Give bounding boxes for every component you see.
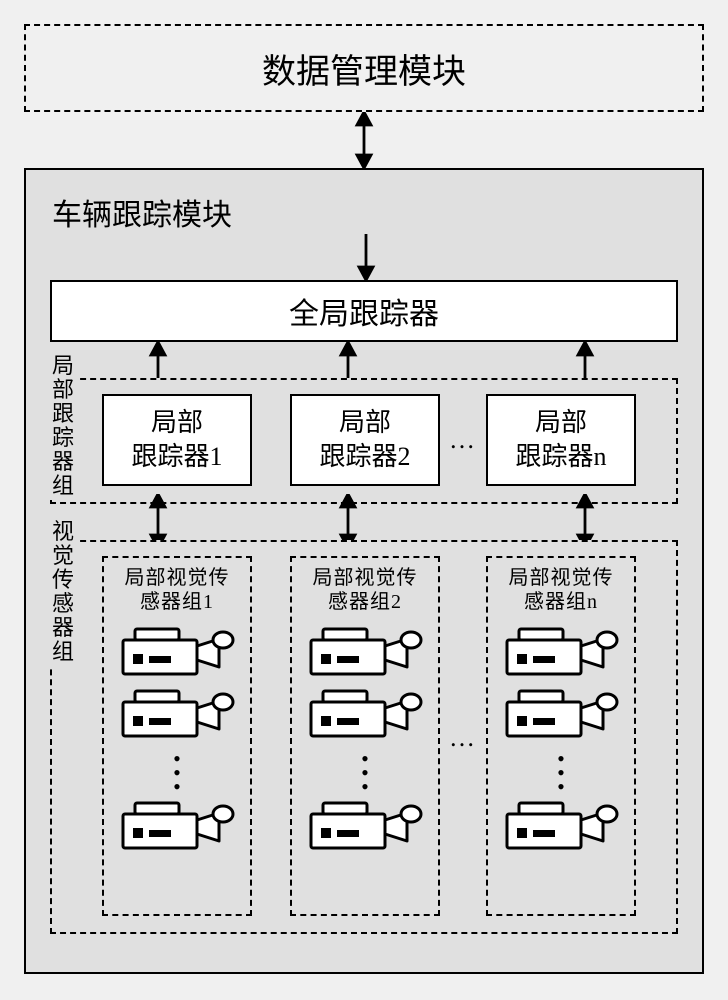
ellipsis-v: ••• — [361, 750, 369, 792]
vehicle-tracking-module: 车辆跟踪模块 全局跟踪器 — [24, 168, 704, 974]
global-tracker-box: 全局跟踪器 — [50, 280, 678, 342]
arrow-title-to-global — [44, 234, 688, 280]
sensor-col-1-title-l1: 局部视觉传 — [125, 567, 230, 589]
sensor-col-1: 局部视觉传 感器组1 — [102, 556, 252, 916]
ellipsis-v: ••• — [557, 750, 565, 792]
local-tracker-n-line2: 跟踪器n — [515, 440, 606, 474]
top-arrow-gap — [24, 112, 704, 168]
sensor-col-n-title: 局部视觉传 感器组n — [509, 566, 614, 614]
diagram-canvas: 数据管理模块 车辆跟踪模块 全局跟踪器 — [0, 0, 728, 1000]
camera-icon — [119, 688, 235, 742]
camera-icon — [307, 688, 423, 742]
local-tracker-group: 局部跟踪器组 局部 跟踪器1 局部 跟踪器2 … 局部 跟踪器n — [50, 378, 678, 504]
local-tracker-1: 局部 跟踪器1 — [102, 394, 252, 486]
sensor-col-1-title-l2: 感器组1 — [140, 591, 214, 613]
sensor-col-1-title: 局部视觉传 感器组1 — [125, 566, 230, 614]
sensor-col-2-title-l2: 感器组2 — [328, 591, 402, 613]
local-trackers-row: 局部 跟踪器1 局部 跟踪器2 … 局部 跟踪器n — [64, 394, 664, 486]
local-tracker-2-line2: 跟踪器2 — [319, 440, 410, 474]
camera-icon — [307, 626, 423, 680]
camera-icon — [119, 800, 235, 854]
sensor-col-n-title-l2: 感器组n — [524, 591, 598, 613]
local-tracker-1-line1: 局部 — [151, 406, 203, 440]
camera-icon — [503, 688, 619, 742]
ellipsis-v: ••• — [173, 750, 181, 792]
visual-sensor-group-label: 视觉传感器组 — [49, 518, 77, 666]
local-tracker-1-line2: 跟踪器1 — [131, 440, 222, 474]
vehicle-tracking-title: 车辆跟踪模块 — [52, 190, 684, 234]
data-management-label: 数据管理模块 — [262, 44, 466, 93]
sensor-columns-row: 局部视觉传 感器组1 — [64, 556, 664, 920]
camera-icon — [503, 800, 619, 854]
data-management-module: 数据管理模块 — [24, 24, 704, 112]
ellipsis-trackers: … — [440, 425, 486, 455]
local-tracker-n-line1: 局部 — [535, 406, 587, 440]
camera-icon — [503, 626, 619, 680]
arrow-data-to-tracking — [24, 112, 704, 168]
sensor-col-n-title-l1: 局部视觉传 — [509, 567, 614, 589]
local-tracker-group-label: 局部跟踪器组 — [49, 352, 77, 500]
ellipsis-sensor-cols: … — [440, 723, 486, 753]
arrow-gap-inner-top — [44, 234, 684, 280]
sensor-col-2: 局部视觉传 感器组2 — [290, 556, 440, 916]
sensor-col-2-title-l1: 局部视觉传 — [313, 567, 418, 589]
sensor-col-2-title: 局部视觉传 感器组2 — [313, 566, 418, 614]
local-tracker-2-line1: 局部 — [339, 406, 391, 440]
global-tracker-label: 全局跟踪器 — [289, 289, 439, 333]
local-tracker-n: 局部 跟踪器n — [486, 394, 636, 486]
camera-icon — [119, 626, 235, 680]
camera-icon — [307, 800, 423, 854]
visual-sensor-group: 视觉传感器组 局部视觉传 感器组1 — [50, 540, 678, 934]
local-tracker-2: 局部 跟踪器2 — [290, 394, 440, 486]
sensor-col-n: 局部视觉传 感器组n — [486, 556, 636, 916]
